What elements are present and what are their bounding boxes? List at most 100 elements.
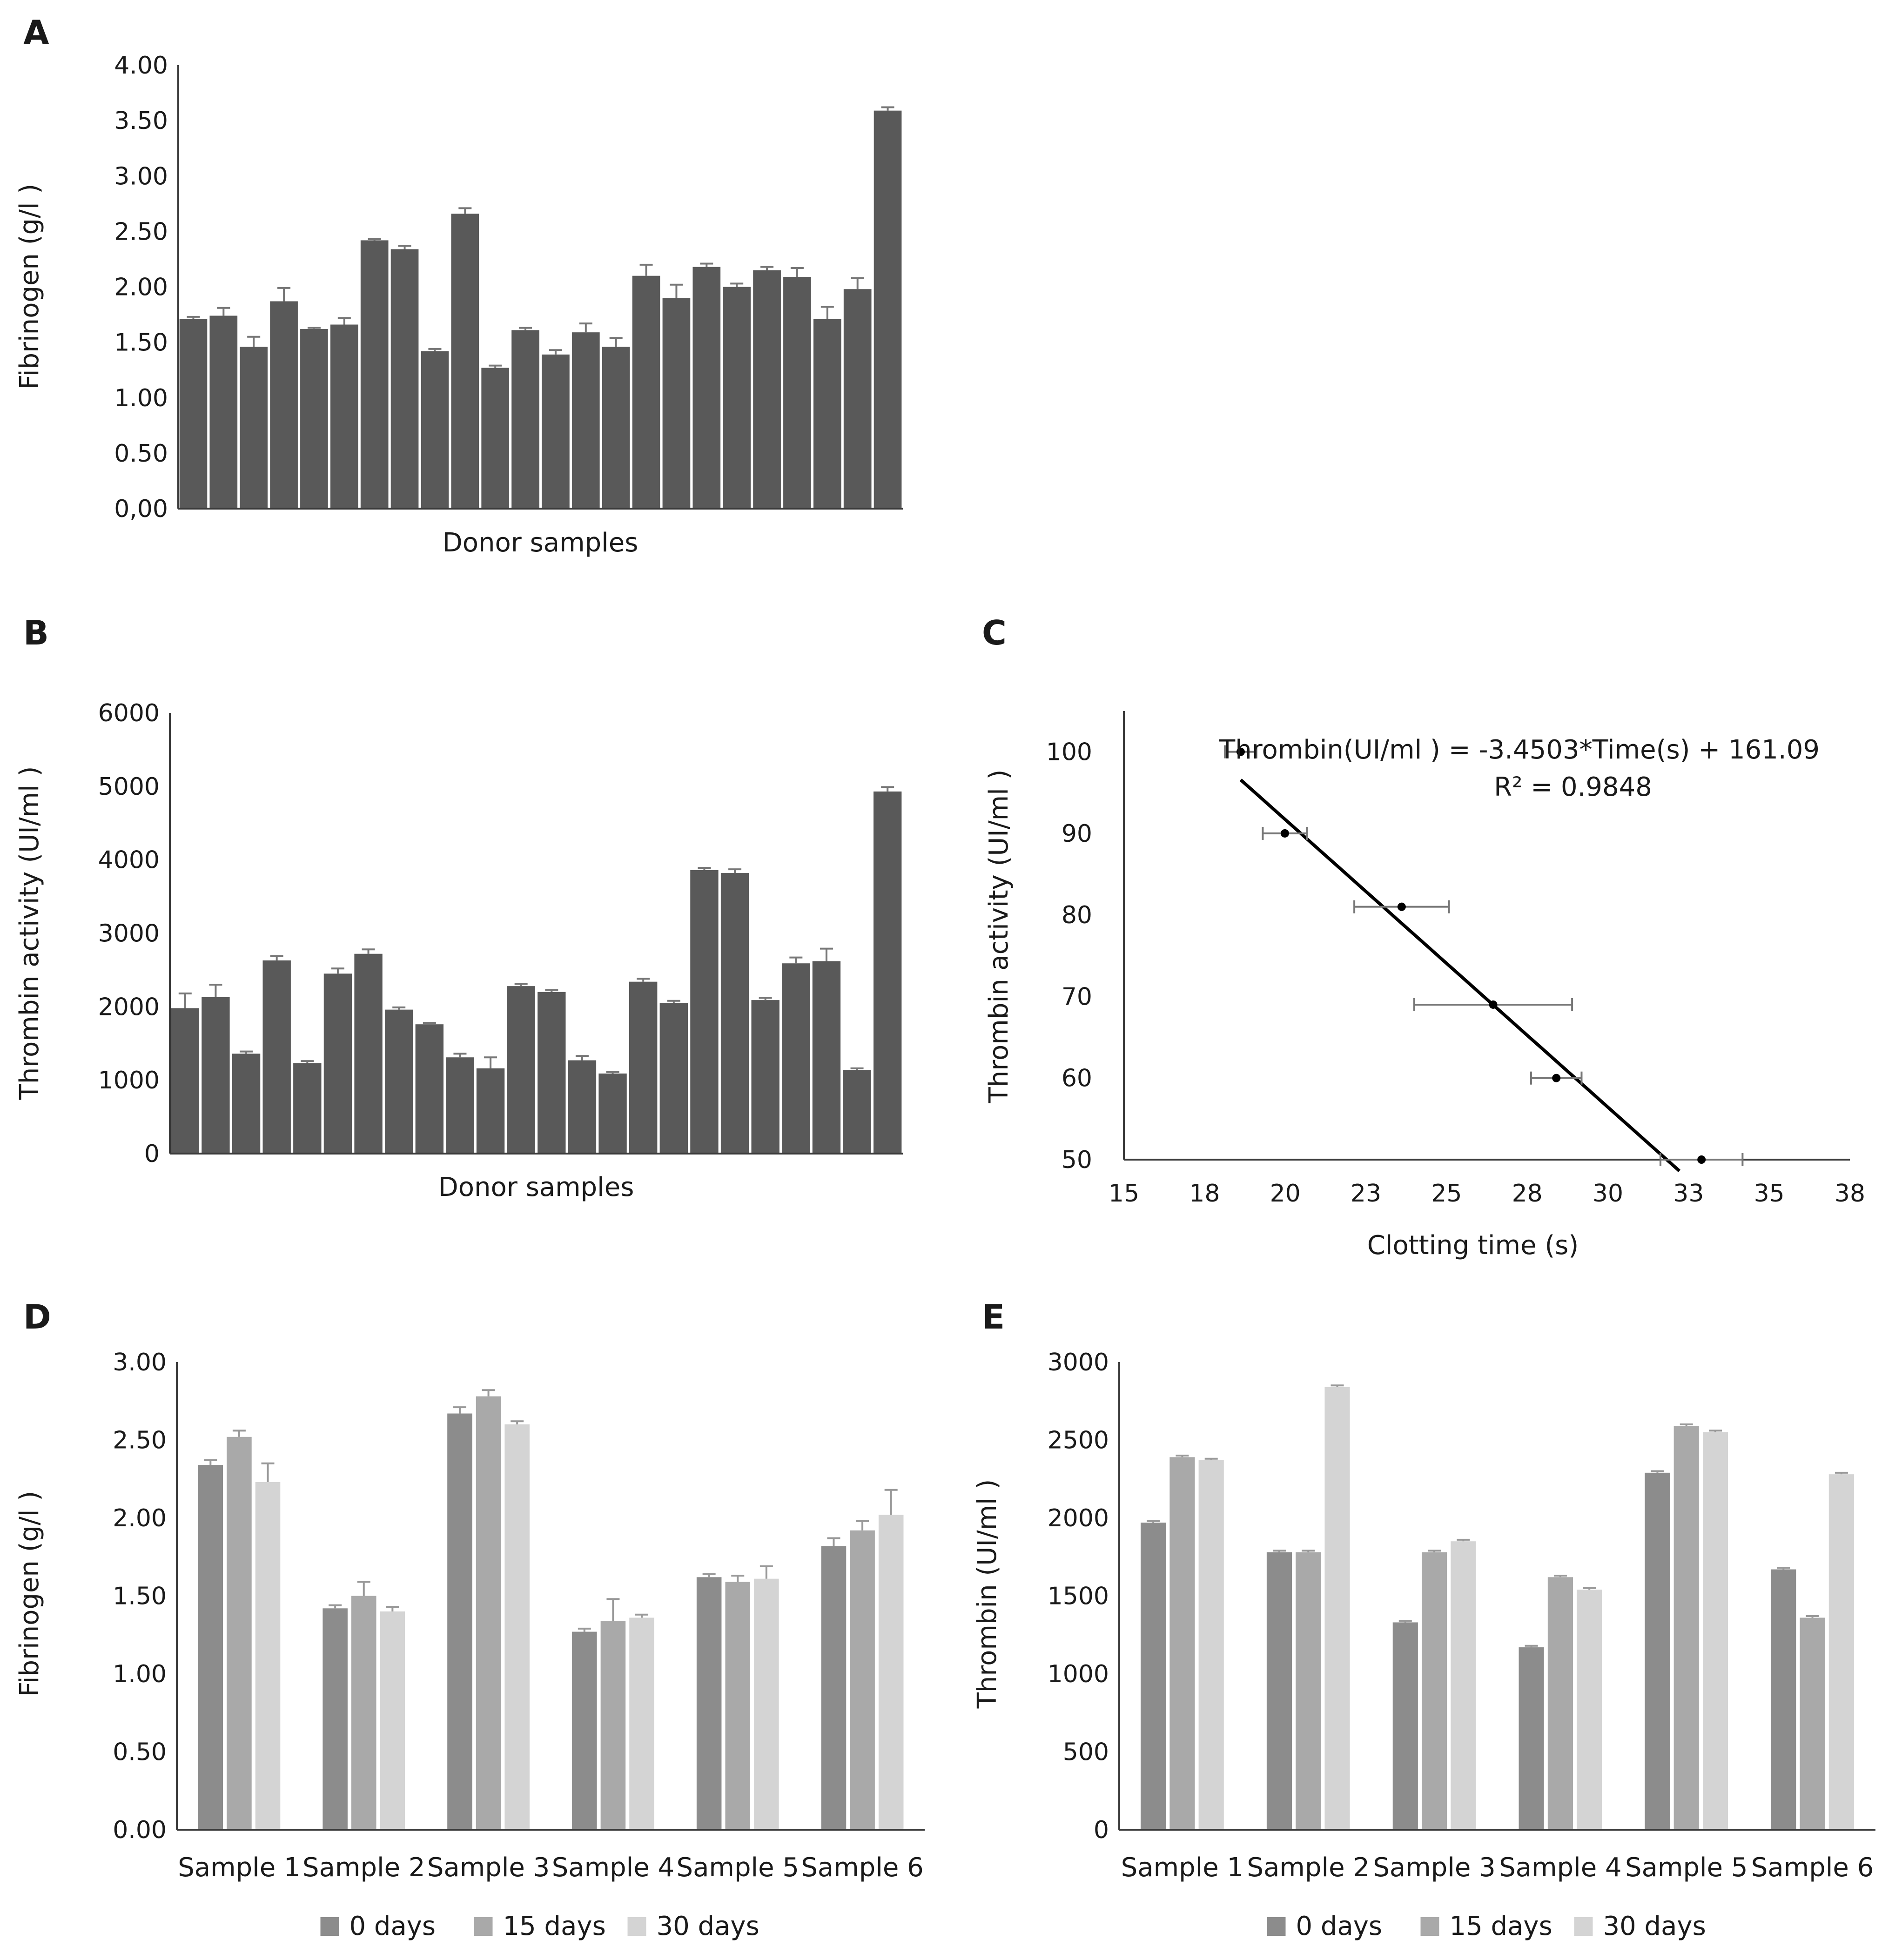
panel-a-bar — [330, 324, 358, 509]
panel-e-y-ticks: 0 500 1000 1500 2000 2500 3000 — [1048, 1349, 1109, 1844]
panel-a-bar — [209, 315, 238, 509]
panel-a-y-tick: 0,00 — [114, 495, 168, 523]
panel-b-bar — [202, 997, 230, 1154]
panel-c-equation: Thrombin(UI/ml ) = -3.4503*Time(s) + 161… — [1219, 735, 1820, 765]
panel-b-bar — [782, 963, 810, 1154]
panel-e-y-label: Thrombin (UI/ml ) — [972, 1479, 1002, 1709]
panel-c-x-tick: 33 — [1673, 1180, 1704, 1208]
panel-a-bar — [874, 110, 902, 509]
panel-e-bar — [1169, 1457, 1195, 1830]
panel-a-bar — [451, 214, 479, 509]
panel-b-y-tick: 1000 — [98, 1067, 160, 1094]
panel-a-bar — [843, 289, 872, 509]
panel-a-y-tick: 3.50 — [114, 107, 168, 135]
panel-e-y-tick: 500 — [1063, 1738, 1109, 1766]
panel-e-bar — [1296, 1552, 1321, 1830]
panel-b-bar — [415, 1024, 444, 1154]
panel-c-y-tick: 70 — [1062, 983, 1092, 1011]
panel-e-bar — [1324, 1387, 1350, 1830]
panel-a-bar — [511, 330, 539, 509]
panel-d-bar — [351, 1596, 376, 1830]
panel-d-category-label: Sample 5 — [677, 1853, 799, 1883]
panel-c-x-tick: 25 — [1431, 1180, 1462, 1208]
panel-c-points — [1224, 745, 1744, 1166]
panel-e-category-label: Sample 5 — [1625, 1853, 1747, 1883]
panel-e-legend-swatch — [1420, 1917, 1439, 1936]
panel-label-c: C — [982, 613, 1007, 652]
panel-d-bar — [850, 1530, 875, 1830]
panel-a-bar — [179, 319, 208, 509]
panel-c-x-tick: 38 — [1835, 1180, 1865, 1208]
panel-b-y-tick: 0 — [144, 1140, 160, 1168]
panel-c-point — [1280, 829, 1289, 838]
panel-e-legend-label: 0 days — [1296, 1911, 1383, 1941]
panel-a-bar — [753, 270, 781, 509]
panel-c-y-tick: 80 — [1062, 901, 1092, 929]
panel-d-bar — [600, 1621, 626, 1830]
panel-d-bar — [572, 1631, 597, 1830]
panel-a-bar — [602, 347, 630, 509]
panel-e-y-tick: 2500 — [1048, 1427, 1109, 1455]
panel-c-x-tick: 30 — [1593, 1180, 1623, 1208]
panel-b-bar — [446, 1057, 474, 1154]
panel-b-bar — [293, 1063, 322, 1154]
panel-b-bar — [171, 1008, 199, 1154]
panel-d-bar — [380, 1611, 405, 1830]
panel-a-y-tick: 1.00 — [114, 384, 168, 412]
panel-a-bar — [783, 277, 811, 509]
panel-b-y-tick: 2000 — [98, 993, 160, 1021]
panel-d-y-tick: 3.00 — [113, 1349, 167, 1376]
panel-d-bar — [878, 1515, 904, 1830]
panel-e-y-tick: 1500 — [1048, 1583, 1109, 1611]
panel-d-bar — [447, 1413, 472, 1830]
panel-d-bars — [198, 1389, 904, 1830]
panel-b-bar — [598, 1073, 627, 1154]
panel-e-bar — [1577, 1590, 1602, 1830]
panel-c-y-tick: 100 — [1046, 738, 1092, 766]
panel-d-category-label: Sample 3 — [427, 1853, 550, 1883]
panel-e-category-label: Sample 3 — [1373, 1853, 1495, 1883]
panel-b-bar — [751, 1000, 780, 1154]
panel-d-bar — [754, 1578, 779, 1830]
panel-b-x-label: Donor samples — [438, 1172, 634, 1202]
panel-b-bar — [629, 981, 658, 1154]
panel-b-bar — [323, 973, 352, 1154]
panel-e-bar — [1198, 1460, 1224, 1830]
panel-d-legend-swatch — [320, 1917, 339, 1936]
panel-b-bar — [476, 1068, 505, 1154]
panel-e-y-tick: 2000 — [1048, 1504, 1109, 1532]
panel-e-bar — [1519, 1647, 1544, 1830]
panel-d-y-label: Fibrinogen (g/l ) — [14, 1491, 45, 1697]
panel-d-y-ticks: 0.00 0.50 1.00 1.50 2.00 2.50 3.00 — [113, 1349, 167, 1844]
panel-c-x-tick: 15 — [1109, 1180, 1139, 1208]
panel-e-legend-swatch — [1267, 1917, 1286, 1936]
panel-d-legend-label: 15 days — [503, 1911, 606, 1941]
panel-a-bar — [390, 249, 419, 509]
panel-label-b: B — [23, 613, 49, 652]
panel-b-bar — [354, 953, 383, 1154]
panel-a-bar — [481, 368, 510, 509]
panel-label-a: A — [23, 13, 49, 52]
panel-a-bar — [692, 267, 721, 509]
panel-c-trendline — [1239, 779, 1681, 1172]
panel-d-y-tick: 0.00 — [113, 1816, 167, 1844]
panel-b-bar — [659, 1003, 688, 1154]
panel-e-bar — [1702, 1432, 1728, 1830]
panel-c-x-tick: 20 — [1270, 1180, 1301, 1208]
panel-e-y-tick: 0 — [1094, 1816, 1109, 1844]
panel-e-bar — [1392, 1622, 1418, 1830]
panel-b-bar — [385, 1009, 413, 1154]
panel-label-e: E — [982, 1297, 1005, 1336]
panel-e-y-tick: 1000 — [1048, 1660, 1109, 1688]
panel-d-bar — [629, 1618, 654, 1830]
panel-b-thrombin-donors: B 0 1000 2000 3000 4000 5000 6000 Donor sample… — [14, 613, 903, 1202]
panel-d-y-tick: 1.00 — [113, 1660, 167, 1688]
panel-c-y-tick: 60 — [1062, 1065, 1092, 1093]
panel-e-categories: Sample 1 Sample 2 Sample 3 Sample 4 Sample 5… — [1121, 1853, 1874, 1883]
panel-e-bar — [1547, 1577, 1573, 1830]
panel-d-category-label: Sample 2 — [302, 1853, 425, 1883]
panel-e-category-label: Sample 1 — [1121, 1853, 1243, 1883]
panel-c-x-tick: 28 — [1512, 1180, 1543, 1208]
panel-d-y-tick: 1.50 — [113, 1583, 167, 1611]
panel-d-bar — [696, 1577, 722, 1830]
